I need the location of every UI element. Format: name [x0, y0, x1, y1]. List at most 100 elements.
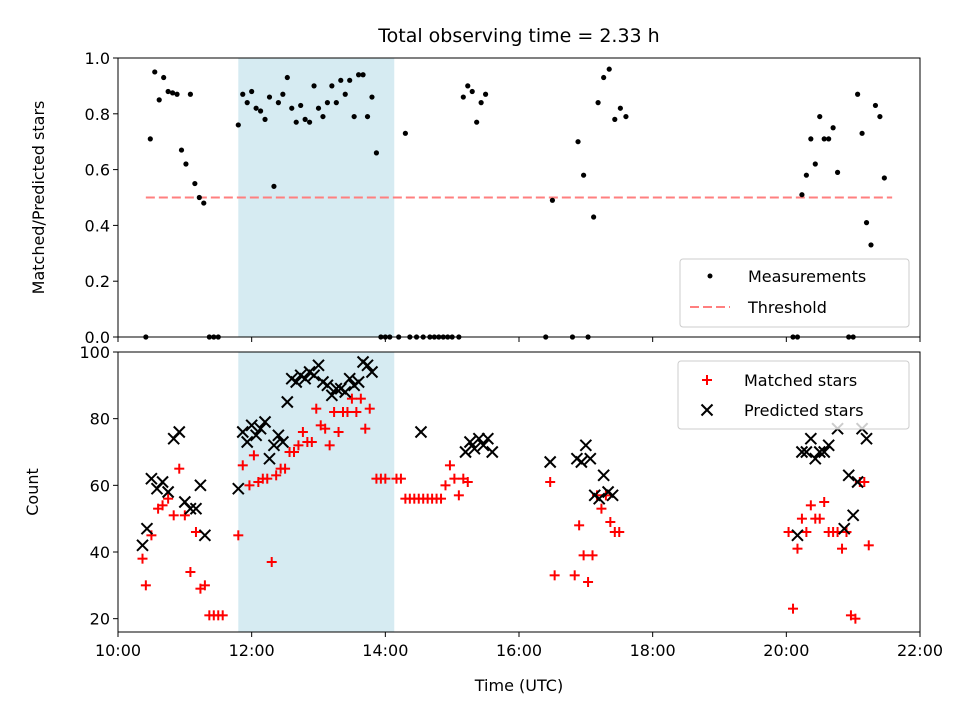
- measurement-point: [356, 72, 362, 78]
- predicted-star-point: [241, 435, 254, 449]
- matched-star-point: [796, 513, 807, 524]
- matched-star-point: [333, 427, 344, 437]
- x-tick-label-3: 16:00: [496, 641, 542, 660]
- measurement-point: [817, 113, 823, 120]
- predicted-star-point: [272, 429, 285, 442]
- predicted-star-point: [809, 452, 822, 465]
- matched-star-point: [549, 570, 560, 581]
- predicted-star-point: [145, 472, 158, 485]
- measurement-point: [808, 136, 814, 142]
- measurement-point: [315, 105, 322, 111]
- predicted-star-point: [486, 445, 499, 459]
- measurement-point: [280, 91, 286, 97]
- predicted-star-point: [592, 492, 606, 505]
- measurement-point: [333, 100, 339, 106]
- matched-star-point: [545, 477, 556, 487]
- matched-star-point: [395, 473, 406, 484]
- matched-star-point: [583, 577, 594, 587]
- predicted-star-point: [543, 455, 557, 469]
- measurement-point: [183, 161, 189, 167]
- measurement-point: [877, 113, 883, 120]
- measurement-point: [830, 125, 836, 131]
- predicted-star-point: [343, 372, 356, 385]
- measurement-point: [192, 180, 198, 187]
- predicted-star-point: [330, 382, 343, 395]
- matched-star-point: [280, 463, 291, 474]
- matched-star-point: [237, 460, 248, 471]
- chart-title: Total observing time = 2.33 h: [377, 25, 659, 47]
- x-tick-label-0: 10:00: [95, 641, 141, 660]
- predicted-star-point: [804, 432, 818, 445]
- x-tick-label-5: 20:00: [763, 641, 809, 660]
- matched-star-point: [792, 543, 803, 554]
- bottom-y-ticks: 20 40 60 80 100: [79, 343, 118, 629]
- legend-matched-marker: [702, 375, 712, 385]
- matched-star-point: [163, 493, 174, 504]
- predicted-star-point: [477, 439, 490, 452]
- matched-star-point: [453, 490, 464, 501]
- measurement-point: [289, 105, 295, 111]
- predicted-star-point: [365, 365, 379, 379]
- measurement-point: [826, 136, 832, 142]
- measurement-point: [298, 102, 304, 109]
- measurement-point: [311, 83, 317, 89]
- matched-star-point: [306, 437, 317, 447]
- matched-star-point: [262, 473, 273, 484]
- matched-star-point: [850, 613, 861, 624]
- predicted-star-point: [156, 475, 169, 489]
- matched-star-point: [783, 527, 794, 537]
- predicted-star-point: [838, 522, 851, 535]
- measurement-point: [320, 113, 326, 120]
- measurement-point: [469, 88, 475, 95]
- measurement-point: [623, 113, 629, 120]
- bottom-y-tick-label-4: 100: [79, 343, 110, 362]
- predicted-star-point: [361, 359, 374, 372]
- measurement-point: [460, 94, 466, 100]
- legend-predicted-label: Predicted stars: [744, 401, 864, 420]
- legend-measurements-marker: [707, 273, 713, 279]
- measurement-point: [601, 74, 607, 81]
- matched-star-point: [288, 447, 299, 457]
- bottom-y-tick-label-3: 80: [90, 410, 110, 429]
- predicted-star-point: [140, 522, 154, 535]
- predicted-star-point: [800, 445, 813, 459]
- measurement-point: [201, 200, 207, 206]
- predicted-star-point: [597, 469, 610, 482]
- measurement-point: [302, 116, 308, 122]
- measurement-point: [174, 91, 180, 97]
- predicted-star-point: [817, 445, 831, 459]
- legend-measurements-label: Measurements: [748, 267, 866, 286]
- top-legend-box: [679, 258, 910, 328]
- predicted-star-point: [579, 439, 593, 452]
- measurement-point: [373, 150, 380, 156]
- matched-star-point: [248, 450, 259, 461]
- top-panel: 0.0 0.2 0.4 0.6 0.8 1.0 Matched/Predicted sta…: [29, 49, 921, 347]
- matched-star-point: [360, 423, 371, 434]
- predicted-star-point: [352, 375, 365, 389]
- matched-star-point: [346, 393, 357, 404]
- measurement-point: [821, 136, 827, 142]
- predicted-star-point: [813, 445, 826, 459]
- predicted-star-point: [575, 455, 588, 469]
- top-legend: Measurements Threshold: [679, 258, 910, 328]
- predicted-star-point: [459, 445, 472, 459]
- matched-star-point: [605, 517, 616, 527]
- bottom-legend-box: [677, 360, 910, 430]
- matched-star-point: [819, 497, 830, 507]
- matched-star-point: [217, 610, 228, 621]
- bottom-panel: 20 40 60 80 100 10:00 12:00 14:00 16:00 18:00 20:…: [23, 343, 943, 660]
- matched-star-point: [596, 503, 607, 514]
- predicted-star-point: [263, 452, 276, 465]
- measurement-point: [161, 74, 167, 81]
- predicted-star-point: [184, 502, 197, 515]
- bottom-y-axis-label: Count: [23, 468, 42, 516]
- measurement-point: [799, 192, 805, 198]
- matched-star-point: [233, 530, 244, 541]
- predicted-star-point: [267, 439, 281, 452]
- measurement-point: [275, 100, 281, 106]
- predicted-star-point: [795, 445, 809, 459]
- measurement-point: [591, 214, 597, 220]
- matched-star-point: [614, 527, 625, 537]
- measurement-point: [257, 108, 264, 114]
- measurement-point: [863, 220, 870, 226]
